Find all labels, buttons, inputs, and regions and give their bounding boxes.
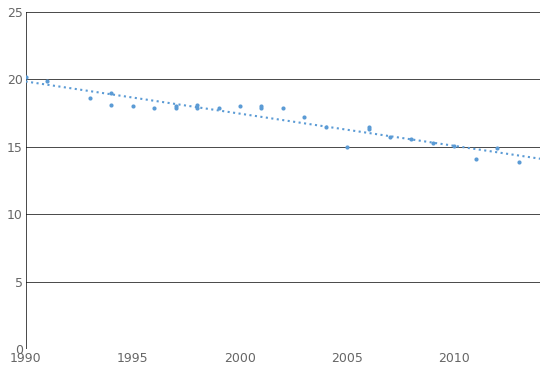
Point	[171, 105, 180, 111]
Point	[171, 103, 180, 109]
Point	[107, 102, 116, 108]
Point	[85, 95, 94, 101]
Point	[129, 103, 137, 109]
Point	[236, 103, 245, 109]
Point	[300, 114, 309, 120]
Point	[407, 136, 416, 142]
Point	[428, 140, 437, 146]
Point	[364, 126, 373, 132]
Point	[343, 144, 352, 150]
Point	[257, 105, 266, 111]
Point	[214, 105, 223, 111]
Point	[107, 90, 116, 96]
Point	[257, 103, 266, 109]
Point	[514, 159, 523, 165]
Point	[472, 156, 480, 162]
Point	[278, 105, 287, 111]
Point	[364, 124, 373, 129]
Point	[193, 105, 201, 111]
Point	[150, 105, 159, 111]
Point	[21, 74, 30, 80]
Point	[493, 145, 502, 151]
Point	[450, 142, 459, 148]
Point	[43, 78, 51, 84]
Point	[193, 102, 201, 108]
Point	[321, 124, 330, 129]
Point	[386, 134, 394, 140]
